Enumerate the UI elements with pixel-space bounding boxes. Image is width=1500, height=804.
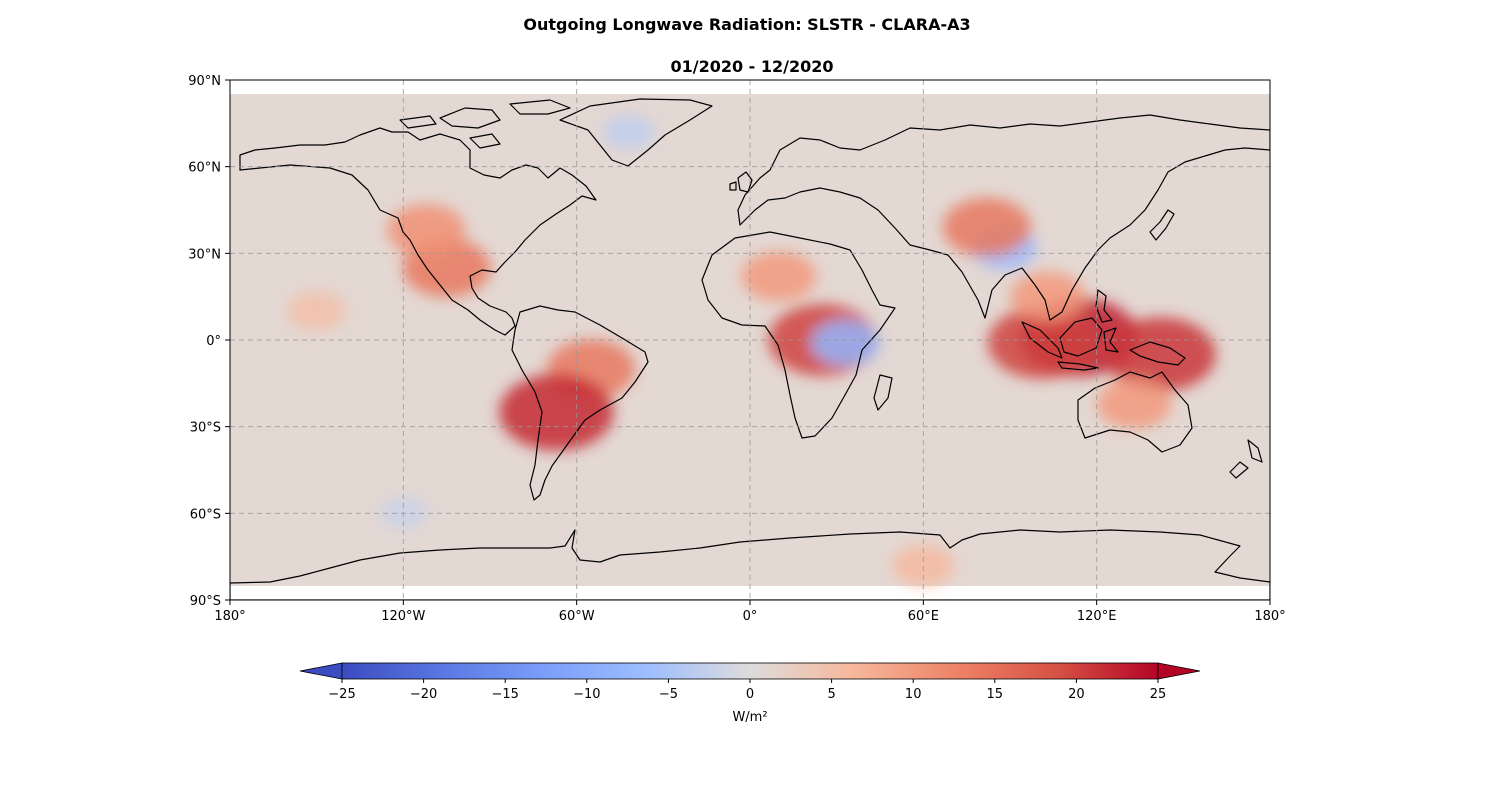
coastline-north-america: [239, 127, 597, 336]
colorbar-tick-label: −20: [410, 687, 437, 702]
colorbar: −25 −20 −15 −10 −5 0 5 10 15 20 25 W/m²: [299, 662, 1201, 725]
coastline-british-isles: [729, 171, 753, 193]
x-tick-label: 120°E: [1077, 609, 1117, 624]
colorbar-tick-label: 25: [1150, 687, 1167, 702]
x-axis: 180° 120°W 60°W 0° 60°E 120°E 180°: [214, 600, 1286, 624]
coastline-greenland: [559, 98, 713, 167]
coastline-madagascar: [873, 374, 893, 411]
heat-region: [987, 306, 1096, 379]
x-tick-label: 60°W: [559, 609, 595, 624]
colorbar-tick-label: −10: [573, 687, 600, 702]
coastline-australia: [1077, 371, 1193, 453]
heat-region: [287, 291, 346, 331]
coastline-philippines: [1095, 289, 1113, 323]
colorbar-label: W/m²: [732, 710, 767, 725]
colorbar-tick-label: −25: [328, 687, 355, 702]
coastline-south-america: [511, 305, 649, 501]
heat-region: [499, 374, 614, 451]
heat-region: [1096, 378, 1172, 429]
colorbar-tick-label: 15: [987, 687, 1004, 702]
figure-title: Outgoing Longwave Radiation: SLSTR - CLA…: [523, 15, 970, 34]
coastline-java: [1057, 361, 1099, 371]
heat-region: [942, 197, 1031, 257]
heat-region: [892, 544, 955, 586]
gridlines: [230, 80, 1270, 600]
colorbar-ticks: −25 −20 −15 −10 −5 0 5 10 15 20 25: [328, 679, 1166, 702]
coastline-sumatra: [1021, 321, 1063, 359]
colorbar-gradient: [341, 662, 1159, 680]
heat-region: [602, 114, 655, 150]
colorbar-tick-label: 10: [905, 687, 922, 702]
colorbar-extend-low: [299, 662, 343, 680]
y-tick-label: 90°N: [188, 74, 221, 89]
colorbar-extend-high: [1157, 662, 1201, 680]
y-tick-label: 60°N: [188, 161, 221, 176]
coastlines: [230, 98, 1270, 600]
coastline-new-zealand: [1229, 439, 1263, 479]
coastline-eurasia: [737, 114, 1270, 321]
x-tick-label: 120°W: [381, 609, 425, 624]
x-tick-label: 180°: [214, 609, 245, 624]
coastline-borneo: [1059, 317, 1103, 357]
coastline-japan: [1149, 209, 1175, 241]
y-tick-label: 90°S: [190, 594, 221, 609]
x-tick-label: 180°: [1254, 609, 1285, 624]
coastline-arctic-islands: [399, 99, 571, 149]
figure-subtitle: 01/2020 - 12/2020: [670, 57, 833, 76]
y-tick-label: 0°: [206, 334, 221, 349]
coastline-new-guinea: [1129, 341, 1186, 366]
heat-region: [811, 320, 880, 366]
colorbar-tick-label: 20: [1068, 687, 1085, 702]
y-tick-label: 60°S: [190, 507, 221, 522]
heat-region: [1010, 271, 1086, 322]
colorbar-tick-label: −5: [659, 687, 678, 702]
y-tick-label: 30°N: [188, 247, 221, 262]
heat-region: [387, 204, 466, 257]
y-axis: 90°N 60°N 30°N 0° 30°S 60°S 90°S: [188, 74, 230, 609]
coastline-antarctica: [230, 529, 1270, 600]
x-tick-label: 0°: [743, 609, 758, 624]
y-tick-label: 30°S: [190, 421, 221, 436]
colorbar-tick-label: 0: [746, 687, 754, 702]
heat-region: [741, 251, 817, 302]
map-nodata-band-north: [230, 80, 1270, 94]
colorbar-tick-label: −15: [491, 687, 518, 702]
colorbar-tick-label: 5: [827, 687, 835, 702]
x-tick-label: 60°E: [908, 609, 939, 624]
coastline-sulawesi: [1103, 327, 1119, 353]
